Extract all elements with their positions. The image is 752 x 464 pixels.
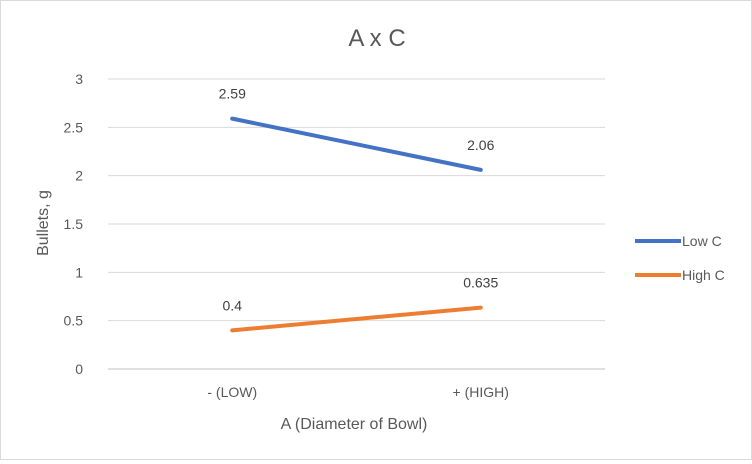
data-label: 0.4	[223, 297, 243, 313]
legend-label: High C	[682, 267, 725, 283]
x-tick-label: - (LOW)	[207, 384, 257, 400]
y-axis-label: Bullets, g	[35, 190, 52, 256]
y-tick-label: 1	[75, 264, 83, 280]
series-lines	[230, 116, 483, 333]
y-tick-label: 0	[75, 361, 83, 377]
data-labels: 2.59 2.06 0.4 0.635	[219, 86, 499, 314]
chart-title: A x C	[348, 25, 405, 52]
data-label: 0.635	[463, 275, 498, 291]
data-label: 2.59	[219, 86, 246, 102]
y-tick-label: 2.5	[64, 119, 84, 135]
legend: Low C High C	[635, 233, 725, 283]
y-axis-ticks: 0 0.5 1 1.5 2 2.5 3	[64, 71, 84, 377]
x-axis-label: A (Diameter of Bowl)	[281, 416, 428, 433]
y-tick-label: 1.5	[64, 216, 84, 232]
legend-label: Low C	[682, 233, 722, 249]
data-label: 2.06	[467, 137, 494, 153]
series-line	[230, 305, 483, 333]
gridlines	[108, 78, 605, 370]
y-tick-label: 0.5	[64, 313, 84, 329]
y-tick-label: 3	[75, 71, 83, 87]
x-axis-ticks: - (LOW) + (HIGH)	[207, 384, 509, 400]
y-tick-label: 2	[75, 168, 83, 184]
x-tick-label: + (HIGH)	[453, 384, 509, 400]
series-line	[230, 116, 483, 172]
